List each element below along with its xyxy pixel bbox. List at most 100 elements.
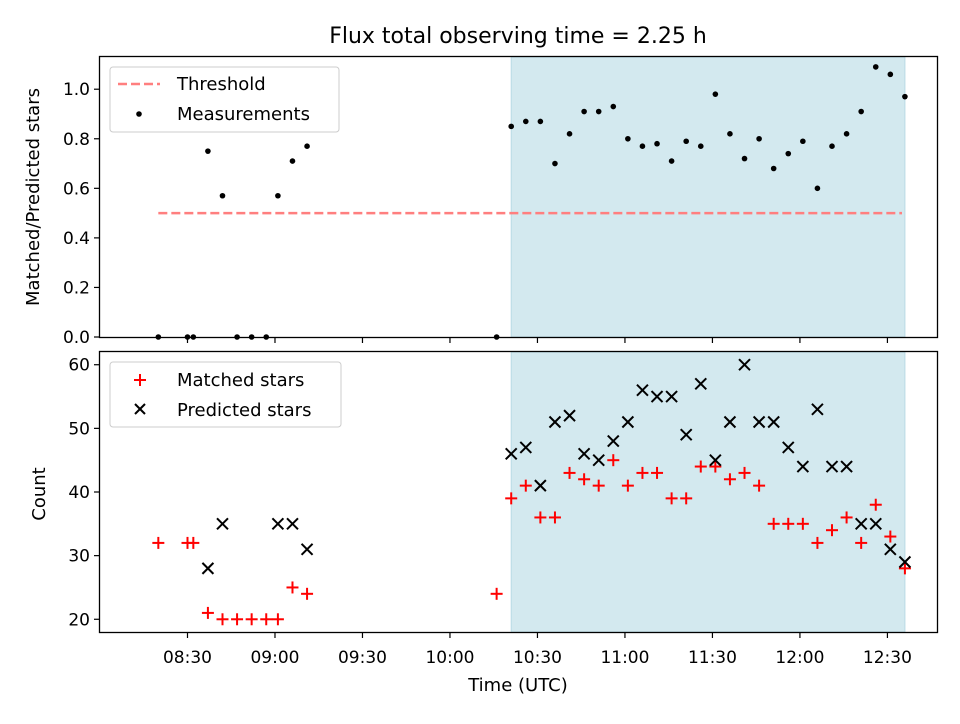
predicted-star-point [607, 434, 620, 448]
matched-star-point [607, 454, 620, 467]
predicted-star-point [519, 441, 532, 454]
measurement-point [610, 103, 617, 110]
measurement-point [858, 108, 864, 115]
x-tick-label: 11:00 [600, 648, 649, 668]
matched-star-point [840, 511, 853, 524]
ratio-y-tick-label: 1.0 [63, 80, 90, 100]
predicted-star-point [300, 543, 314, 556]
measurements-legend-label: Measurements [177, 104, 310, 125]
matched-star-point [534, 511, 547, 524]
matched-star-point [548, 511, 561, 524]
matched-star-point [231, 613, 244, 626]
matched-star-point [723, 473, 736, 486]
matched-star-point [796, 517, 809, 530]
ratio-shaded-region [510, 56, 906, 338]
predicted-legend-label: Predicted stars [177, 400, 311, 421]
predicted-star-point [796, 460, 810, 473]
matched-star-point [490, 587, 503, 600]
threshold-legend-label: Threshold [176, 74, 266, 95]
count-y-tick-label: 50 [68, 419, 90, 439]
matched-star-point [694, 460, 707, 473]
count-shaded-region [510, 351, 906, 633]
measurement-point [654, 140, 660, 147]
count-legend-box [109, 361, 342, 428]
x-tick-label: 08:30 [163, 648, 212, 668]
ratio-y-tick-label: 0.4 [63, 229, 90, 249]
count-legend: Matched stars Predicted stars [109, 361, 342, 428]
count-y-tick-label: 30 [68, 547, 90, 567]
chart-title: Flux total observing time = 2.25 h [329, 24, 707, 49]
count-panel: 20 30 40 50 60 08:30 09:00 09:30 10:00 10:30 11:0… [29, 350, 939, 696]
measurements-legend-swatch [136, 111, 142, 117]
matched-star-point [578, 473, 591, 486]
matched-star-point [563, 466, 576, 479]
measurement-point [756, 135, 762, 142]
matched-legend-label: Matched stars [177, 370, 304, 391]
predicted-star-point [679, 428, 693, 441]
measurement-point [552, 160, 558, 167]
predicted-star-point [563, 409, 576, 422]
matched-star-point [187, 536, 200, 549]
matched-star-point [665, 492, 678, 505]
ratio-panel-frame [98, 55, 939, 339]
predicted-star-point [201, 562, 215, 575]
measurement-point [581, 108, 587, 115]
measurement-point [814, 185, 821, 192]
measurement-point [522, 118, 529, 125]
measurement-point [785, 150, 792, 157]
predicted-star-point [505, 447, 518, 461]
measurement-point [304, 143, 310, 150]
predicted-star-point [271, 517, 285, 531]
measurement-point [275, 192, 281, 199]
predicted-star-point [548, 415, 562, 429]
matched-star-point [260, 613, 273, 626]
measurement-point [887, 71, 894, 78]
measurement-point [902, 93, 908, 100]
predicted-star-point [782, 441, 795, 454]
matched-star-point [505, 492, 518, 505]
measurement-point [800, 138, 806, 145]
matched-star-point [753, 479, 766, 492]
x-tick-label: 10:00 [425, 648, 474, 668]
matched-star-point [201, 606, 214, 619]
matched-star-point [811, 536, 824, 549]
x-tick-label: 09:30 [338, 648, 387, 668]
measurement-point [741, 155, 748, 162]
predicted-star-point [811, 403, 824, 416]
measurement-point [625, 135, 631, 142]
matched-star-point [898, 562, 911, 575]
ratio-y-tick-label: 0.0 [63, 328, 90, 348]
predicted-star-point [650, 390, 664, 403]
predicted-star-point [216, 517, 229, 531]
predicted-star-point [534, 479, 547, 492]
matched-star-point [621, 479, 634, 492]
measurement-point [727, 131, 733, 137]
measurement-point [289, 158, 296, 164]
measurement-point [595, 108, 602, 115]
matched-star-point [782, 517, 795, 530]
measurement-point [219, 192, 226, 199]
measurement-point [843, 131, 850, 137]
ratio-y-tick-label: 0.2 [63, 278, 90, 298]
x-tick-label: 10:30 [513, 648, 562, 668]
predicted-star-point [709, 453, 722, 467]
predicted-star-point [854, 517, 868, 531]
predicted-star-point [869, 517, 882, 531]
ratio-y-tick-label: 0.6 [63, 179, 90, 199]
x-tick-label: 11:30 [688, 648, 737, 668]
count-y-tick-label: 20 [68, 610, 90, 630]
measurement-point [712, 91, 719, 97]
measurement-point [566, 131, 573, 137]
matched-star-point [216, 613, 229, 626]
predicted-star-point [723, 415, 737, 429]
matched-star-point [884, 530, 897, 543]
predicted-star-point [767, 415, 780, 429]
matched-star-point [519, 479, 532, 492]
measurement-point [683, 138, 689, 145]
predicted-star-point [738, 358, 751, 371]
predicted-star-point [694, 377, 707, 391]
measurement-point [770, 165, 777, 172]
predicted-star-point [752, 415, 766, 429]
ratio-legend-box [109, 66, 340, 133]
